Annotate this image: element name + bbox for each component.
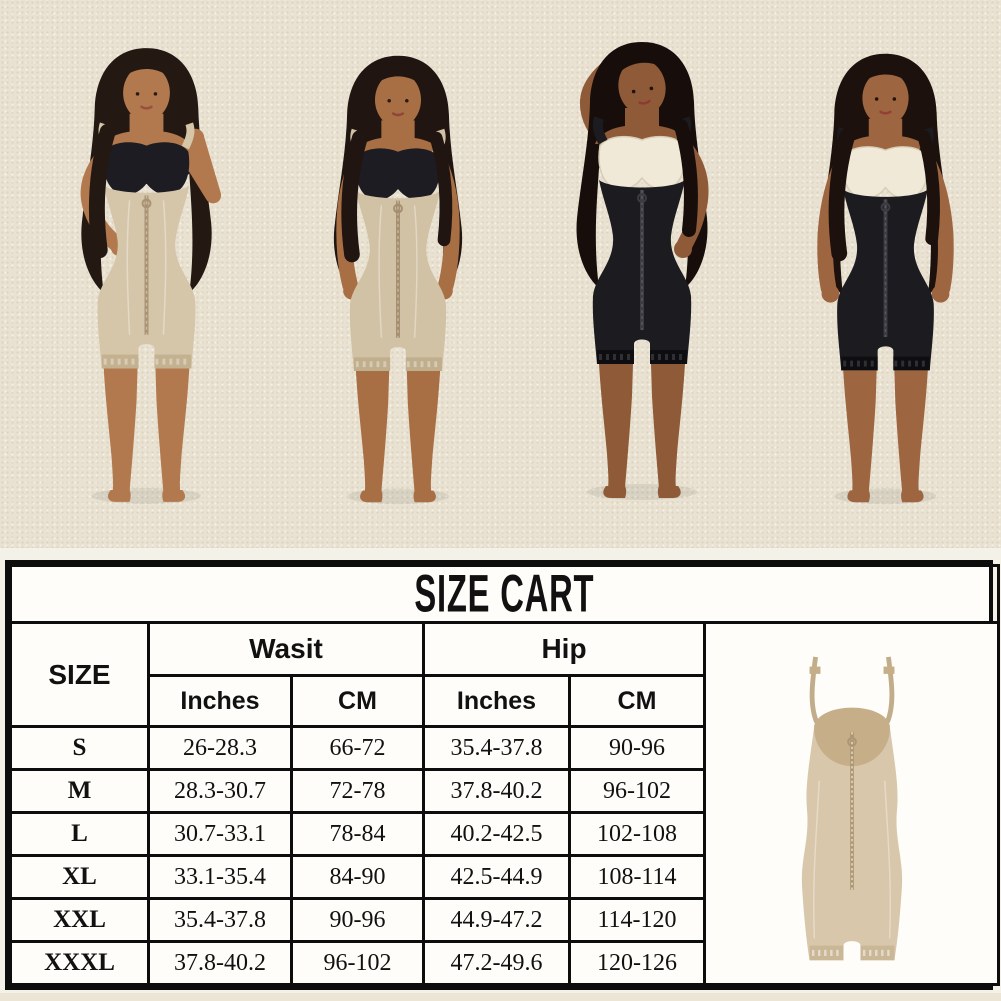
size-chart: SIZE CART SIZE Wasit Hip xyxy=(5,560,1001,990)
col-header-waist: Wasit xyxy=(147,621,425,677)
unit-header-row: Inches CM Inches CM xyxy=(11,674,999,728)
col-header-hip-inches: Inches xyxy=(422,674,571,728)
col-header-hip: Hip xyxy=(422,621,706,677)
model-photo-1 xyxy=(80,48,222,504)
cell-hip-cm: 90-96 xyxy=(568,725,706,771)
col-header-waist-cm: CM xyxy=(290,674,425,728)
cell-hip-inches: 40.2-42.5 xyxy=(422,811,571,857)
table-row: S 26-28.3 66-72 35.4-37.8 90-96 xyxy=(9,725,999,771)
bottom-margin-strip xyxy=(0,993,1001,1001)
cell-hip-inches: 47.2-49.6 xyxy=(422,940,571,986)
cell-hip-cm: 102-108 xyxy=(568,811,706,857)
cell-hip-inches: 44.9-47.2 xyxy=(422,897,571,943)
chart-title: SIZE CART xyxy=(414,564,595,623)
cell-hip-cm: 120-126 xyxy=(568,940,706,986)
cell-waist-inches: 26-28.3 xyxy=(147,725,293,771)
col-header-size: SIZE xyxy=(9,621,150,728)
bodysuit-back-view-photo xyxy=(801,656,902,960)
cell-waist-cm: 96-102 xyxy=(290,940,425,986)
model-photo-3 xyxy=(576,42,709,500)
cell-size: XL xyxy=(9,854,150,900)
model-photo-4 xyxy=(817,53,954,505)
table-row: XXL 35.4-37.8 90-96 44.9-47.2 114-120 xyxy=(9,897,999,943)
cell-hip-inches: 37.8-40.2 xyxy=(422,768,571,814)
cell-hip-cm: 96-102 xyxy=(568,768,706,814)
cell-hip-inches: 42.5-44.9 xyxy=(422,854,571,900)
table-row: L 30.7-33.1 78-84 40.2-42.5 102-108 xyxy=(9,811,999,857)
product-image-cell xyxy=(702,621,1001,986)
cell-waist-cm: 84-90 xyxy=(290,854,425,900)
cell-waist-inches: 33.1-35.4 xyxy=(147,854,293,900)
table-row: M 28.3-30.7 72-78 37.8-40.2 96-102 xyxy=(9,768,999,814)
cell-size: L xyxy=(9,811,150,857)
cell-size: S xyxy=(9,725,150,771)
group-header-row: SIZE Wasit Hip xyxy=(9,621,1001,986)
col-header-hip-cm: CM xyxy=(568,674,706,728)
cell-waist-inches: 30.7-33.1 xyxy=(147,811,293,857)
cell-waist-inches: 28.3-30.7 xyxy=(147,768,293,814)
table-row: XXXL 37.8-40.2 96-102 47.2-49.6 120-126 xyxy=(9,940,999,986)
cell-hip-inches: 35.4-37.8 xyxy=(422,725,571,771)
cell-waist-cm: 90-96 xyxy=(290,897,425,943)
cell-hip-cm: 114-120 xyxy=(568,897,706,943)
col-header-waist-inches: Inches xyxy=(147,674,293,728)
size-chart-table: SIZE CART SIZE Wasit Hip xyxy=(8,564,1001,986)
table-row: XL 33.1-35.4 84-90 42.5-44.9 108-114 xyxy=(9,854,999,900)
cell-size: XXL xyxy=(9,897,150,943)
cell-hip-cm: 108-114 xyxy=(568,854,706,900)
hero-models-photo xyxy=(0,0,1001,548)
title-row: SIZE CART xyxy=(8,564,1001,624)
cell-waist-cm: 66-72 xyxy=(290,725,425,771)
chart-title-cell: SIZE CART xyxy=(8,564,1001,624)
cell-waist-inches: 37.8-40.2 xyxy=(147,940,293,986)
cell-waist-cm: 72-78 xyxy=(290,768,425,814)
cell-waist-cm: 78-84 xyxy=(290,811,425,857)
cell-waist-inches: 35.4-37.8 xyxy=(147,897,293,943)
cell-size: XXXL xyxy=(9,940,150,986)
cell-size: M xyxy=(9,768,150,814)
model-photo-2 xyxy=(333,55,463,505)
